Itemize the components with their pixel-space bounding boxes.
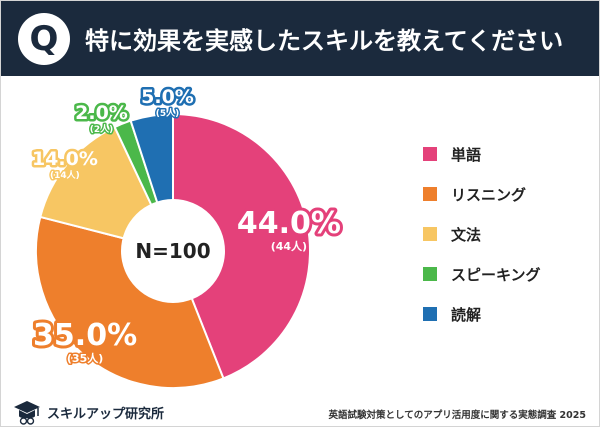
legend: 単語 リスニング 文法 スピーキング 読解 <box>423 144 541 344</box>
data-label-percent: 14.0% <box>32 148 98 170</box>
data-label-percent: 5.0% <box>141 86 194 108</box>
data-label-percent: 35.0% <box>33 318 137 353</box>
center-hole <box>121 199 225 303</box>
question-header: Q 特に効果を実感したスキルを教えてください <box>1 1 599 76</box>
legend-item-vocabulary: 単語 <box>423 144 541 164</box>
brand-name: スキルアップ研究所 <box>47 406 165 422</box>
graduation-cap-icon <box>14 401 40 425</box>
legend-label: 文法 <box>451 225 482 244</box>
legend-label: 単語 <box>451 145 482 164</box>
data-label-count: (14人) <box>50 169 80 181</box>
legend-item-reading: 読解 <box>423 304 541 324</box>
data-label-count: (5人) <box>156 107 180 119</box>
legend-item-speaking: スピーキング <box>423 264 541 284</box>
brand-logo: スキルアップ研究所 <box>13 399 164 425</box>
data-label-count: (44人) <box>271 239 307 253</box>
legend-item-grammar: 文法 <box>423 224 541 244</box>
legend-swatch <box>423 187 437 201</box>
center-label: N=100 <box>135 239 210 263</box>
legend-swatch <box>423 307 437 321</box>
data-label-percent: 2.0% <box>75 102 128 124</box>
pie-chart: N=100 44.0%(44人) 35.0%(35人) 14.0%(14人) 2.0%… <box>29 84 344 389</box>
question-badge: Q <box>18 13 70 65</box>
data-label-count: (2人) <box>90 123 114 135</box>
pie-slice-vocabulary <box>172 112 311 380</box>
data-label-percent: 44.0% <box>237 206 341 241</box>
legend-swatch <box>423 227 437 241</box>
legend-swatch <box>423 147 437 161</box>
data-label-count: (35人) <box>67 351 103 365</box>
legend-swatch <box>423 267 437 281</box>
pie-slice-listening <box>35 215 225 389</box>
legend-label: 読解 <box>451 305 482 324</box>
question-title: 特に効果を実感したスキルを教えてください <box>85 27 564 55</box>
legend-item-listening: リスニング <box>423 184 541 204</box>
legend-label: スピーキング <box>451 265 541 284</box>
source-note: 英語試験対策としてのアプリ活用度に関する実態調査 2025 <box>328 410 586 421</box>
legend-label: リスニング <box>451 185 527 204</box>
